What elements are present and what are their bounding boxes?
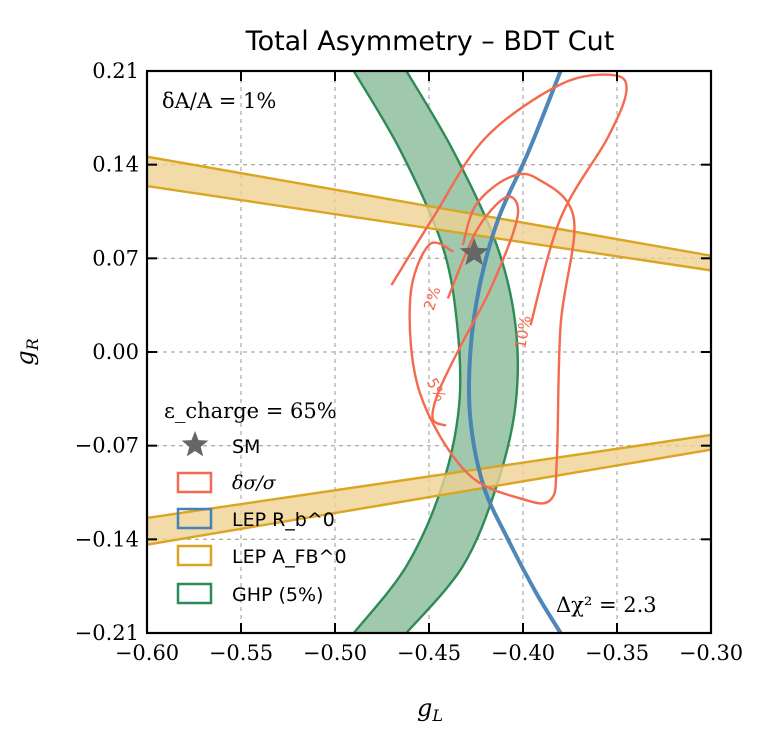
sm-point-star (459, 237, 489, 266)
lep-afb-lower-band-fill (147, 434, 711, 545)
x-tick-label: −0.35 (585, 641, 649, 665)
legend-star-icon (181, 431, 209, 457)
contour-label: 10% (511, 314, 535, 350)
chart-title: Total Asymmetry – BDT Cut (245, 26, 615, 57)
legend: ε_charge = 65% SM δσ/σ LEP R_b^0 LEP A_F… (164, 399, 347, 606)
legend-swatch-dsigma (176, 471, 213, 494)
x-tick-label: −0.50 (303, 641, 367, 665)
chi2-annotation: Δχ² = 2.3 (556, 593, 657, 617)
legend-swatch-lep-afb (176, 544, 213, 567)
dsigma-contour-2pct (431, 195, 520, 427)
y-tick-label: 0.21 (92, 59, 139, 83)
legend-swatch-ghp (176, 582, 213, 605)
y-tick-label: −0.14 (75, 527, 139, 551)
lep-afb-lower-band-top-edge (147, 433, 711, 520)
legend-label-dsigma: δσ/σ (232, 472, 277, 494)
x-tick-label: −0.45 (397, 641, 461, 665)
x-tick-label: −0.30 (679, 641, 743, 665)
legend-title: ε_charge = 65% (164, 399, 337, 423)
y-tick-label: 0.14 (92, 153, 139, 177)
x-tick-label: −0.55 (209, 641, 273, 665)
legend-label-sm: SM (232, 436, 260, 458)
y-tick-label: 0.07 (92, 246, 139, 270)
ghp-band-fill (353, 71, 518, 633)
dsigma-contour-5pct (408, 172, 576, 505)
y-tick-label: −0.21 (75, 621, 139, 645)
ghp-band-left-edge (352, 71, 462, 633)
curves (390, 71, 628, 633)
x-axis-label: gL (417, 694, 443, 725)
bands (147, 71, 711, 633)
y-axis-label: gR (11, 338, 42, 365)
legend-swatch-lep-rb (176, 507, 213, 530)
lep-afb-lower-band-bottom-edge (147, 448, 711, 546)
ticks (146, 70, 712, 634)
legend-label-lep-afb: LEP A_FB^0 (232, 546, 347, 568)
legend-label-lep-rb: LEP R_b^0 (232, 509, 335, 531)
x-tick-label: −0.60 (115, 641, 179, 665)
lep-afb-upper-band-bottom-edge (147, 184, 711, 272)
y-tick-label: −0.07 (75, 434, 139, 458)
ghp-band-right-edge (405, 71, 520, 633)
legend-label-ghp: GHP (5%) (232, 584, 323, 606)
dsigma-contour-10pct (390, 73, 628, 326)
contour-label: 2% (420, 284, 444, 312)
lep-afb-upper-band-fill (147, 156, 711, 271)
precision-annotation: δA/A = 1% (162, 89, 276, 113)
lep-afb-upper-band-top-edge (147, 155, 711, 257)
contour-label: 5% (423, 375, 450, 404)
x-tick-label: −0.40 (491, 641, 555, 665)
tick-labels: −0.60 −0.55 −0.50 −0.45 −0.40 −0.35 −0.30 0.21 0… (75, 59, 744, 665)
y-tick-label: 0.00 (92, 340, 139, 364)
